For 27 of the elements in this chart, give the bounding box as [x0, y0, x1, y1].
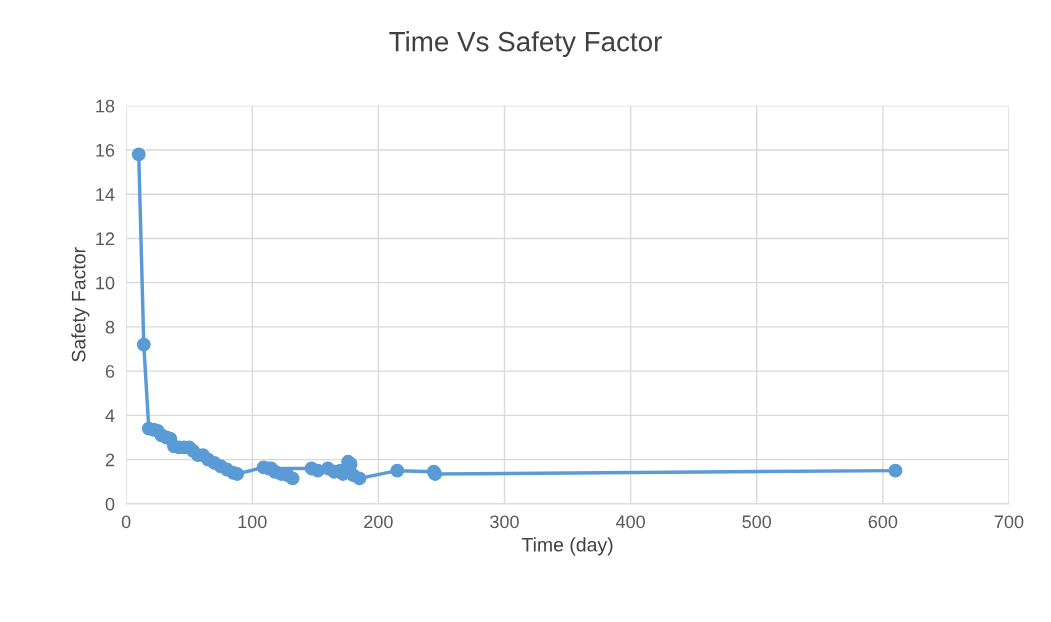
y-axis-title: Safety Factor [71, 247, 90, 362]
y-tick-label: 6 [105, 365, 115, 378]
y-tick-label: 16 [96, 143, 115, 157]
y-tick-label: 14 [96, 188, 115, 201]
y-tick-label: 18 [96, 99, 115, 113]
x-tick-label: 200 [364, 515, 393, 529]
y-tick-label: 12 [96, 232, 115, 245]
point [131, 147, 146, 162]
point [390, 463, 405, 478]
x-tick-label: 400 [615, 515, 645, 529]
x-tick-label: 600 [868, 515, 898, 529]
y-tick-label: 0 [105, 497, 115, 511]
point [285, 471, 300, 486]
x-tick-label: 700 [994, 515, 1024, 529]
chart-title: Time Vs Safety Factor [389, 31, 662, 57]
x-axis-title: Time (day) [521, 537, 613, 556]
x-tick-label: 500 [742, 515, 772, 529]
x-tick-label: 0 [121, 515, 131, 529]
y-tick-label: 4 [105, 409, 115, 422]
point [888, 463, 903, 478]
y-tick-label: 2 [105, 453, 115, 467]
x-tick-label: 300 [490, 515, 519, 529]
y-tick-label: 10 [96, 276, 115, 290]
point [136, 337, 151, 352]
y-tick-label: 8 [105, 320, 115, 334]
x-tick-label: 100 [238, 515, 267, 529]
point [352, 471, 367, 486]
